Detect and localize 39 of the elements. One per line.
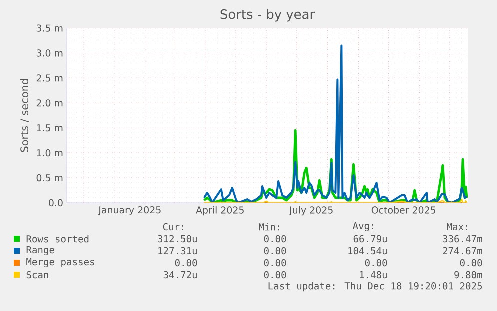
y-tick-label: 2.0 m xyxy=(36,100,63,107)
text: 0.00 xyxy=(264,235,286,243)
y-tick-label: 0.5 m xyxy=(36,174,63,182)
x-tick-label: October 2025 xyxy=(372,206,436,214)
y-tick-label: 1.5 m xyxy=(37,124,63,132)
text: Avg: xyxy=(352,222,374,232)
text: 0.00 xyxy=(365,259,388,267)
text: Min: xyxy=(259,223,280,231)
legend-label: Rows sorted xyxy=(26,235,89,243)
y-tick-label: 2.5 m xyxy=(36,74,63,82)
text: 104.54u xyxy=(348,247,387,255)
legend-label: Scan xyxy=(26,271,48,279)
text: 0.00 xyxy=(175,259,198,267)
text: 66.79u xyxy=(354,235,387,243)
chart-title: Sorts - by year xyxy=(220,9,316,22)
x-tick-label: April 2025 xyxy=(196,206,244,216)
legend-label: Range xyxy=(26,246,54,256)
y-tick-label: 3.5 m xyxy=(36,24,63,32)
text: 0.00 xyxy=(264,271,286,279)
y-axis-title: Sorts / second xyxy=(20,79,30,152)
text: 34.72u xyxy=(164,271,197,279)
text: 9.80m xyxy=(454,271,482,279)
text: 312.50u xyxy=(158,235,197,243)
text: 274.67m xyxy=(443,247,482,255)
x-tick-label: January 2025 xyxy=(98,206,161,216)
legend-label: Merge passes xyxy=(26,258,94,268)
text: 127.31u xyxy=(158,247,197,255)
y-tick-label: 0.0 xyxy=(49,199,63,207)
text: Cur: xyxy=(163,223,184,231)
text: Max: xyxy=(447,223,468,231)
text: 0.00 xyxy=(264,247,286,255)
y-tick-label: 3.0 m xyxy=(36,50,63,57)
y-tick-label: 1.0 m xyxy=(37,150,63,157)
text: 1.48u xyxy=(360,271,387,279)
text: 0.00 xyxy=(264,259,286,267)
text: 0.00 xyxy=(460,259,482,267)
x-tick-label: July 2025 xyxy=(289,206,333,216)
text: Last update: Thu Dec 18 19:20:01 2025 xyxy=(268,282,482,292)
text: 336.47m xyxy=(443,235,482,243)
